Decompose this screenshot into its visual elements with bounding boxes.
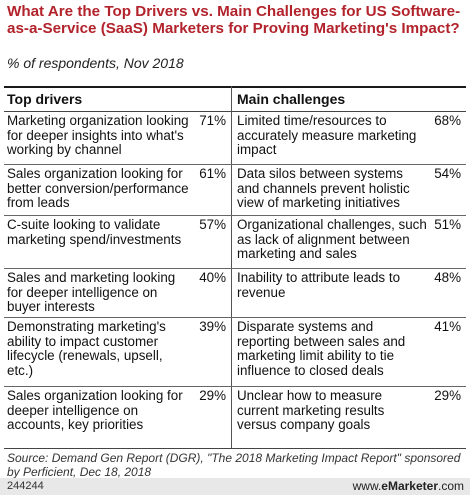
bottom-rule [4,448,466,449]
brand-prefix: www. [352,479,382,493]
column-header-drivers: Top drivers [7,91,83,107]
challenge-text: Unclear how to measure current marketing… [237,388,385,433]
challenge-value: 29% [434,388,461,403]
top-rule [4,86,466,88]
chart-title: What Are the Top Drivers vs. Main Challe… [7,3,461,37]
driver-text: Sales organization looking for deeper in… [7,388,183,433]
chart-subtitle: % of respondents, Nov 2018 [7,55,184,71]
driver-value: 29% [199,388,226,403]
row-separator [4,317,466,318]
column-header-challenges: Main challenges [237,91,346,107]
row-separator [4,268,466,269]
challenge-value: 51% [434,217,461,232]
challenge-value: 48% [434,270,461,285]
driver-text: Sales organization looking for better co… [7,166,189,211]
column-divider [231,86,232,448]
brand-suffix: .com [437,479,464,493]
challenge-text: Organizational challenges, such as lack … [237,217,427,262]
challenge-text: Data silos between systems and channels … [237,166,410,211]
challenge-text: Limited time/resources to accurately mea… [237,113,417,158]
challenge-value: 68% [434,113,461,128]
driver-value: 40% [199,270,226,285]
source-note: Source: Demand Gen Report (DGR), "The 20… [7,451,461,479]
header-rule [4,111,466,112]
brand-logo: www.eMarketer.com [353,479,464,493]
footer-bar [0,478,470,495]
driver-text: Demonstrating marketing's ability to imp… [7,319,166,379]
challenge-text: Inability to attribute leads to revenue [237,270,401,300]
chart-id: 244244 [7,480,44,492]
driver-value: 61% [199,166,226,181]
driver-value: 57% [199,217,226,232]
driver-text: Marketing organization looking for deepe… [7,113,189,158]
row-separator [4,164,466,165]
brand-name: eMarketer [381,479,438,493]
challenge-value: 41% [434,319,461,334]
row-separator [4,215,466,216]
challenge-text: Disparate systems and reporting between … [237,319,406,379]
driver-text: Sales and marketing looking for deeper i… [7,270,176,315]
driver-value: 71% [199,113,226,128]
driver-text: C-suite looking to validate marketing sp… [7,217,182,247]
driver-value: 39% [199,319,226,334]
row-separator [4,386,466,387]
challenge-value: 54% [434,166,461,181]
